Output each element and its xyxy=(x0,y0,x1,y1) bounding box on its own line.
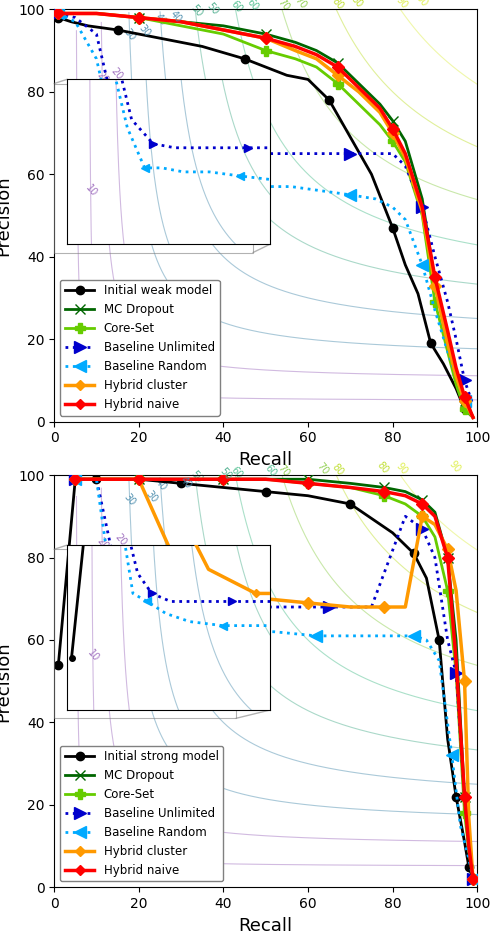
Legend: Initial strong model, MC Dropout, Core-Set, Baseline Unlimited, Baseline Random,: Initial strong model, MC Dropout, Core-S… xyxy=(60,745,223,882)
Text: 60: 60 xyxy=(229,465,245,481)
Text: 20: 20 xyxy=(94,70,110,86)
Text: 70: 70 xyxy=(275,463,291,479)
X-axis label: Recall: Recall xyxy=(239,451,293,469)
Text: 30: 30 xyxy=(122,26,138,42)
Y-axis label: Precision: Precision xyxy=(0,175,12,256)
Y-axis label: Precision: Precision xyxy=(0,641,12,722)
X-axis label: Recall: Recall xyxy=(239,916,293,934)
Text: 90: 90 xyxy=(394,460,409,476)
Text: 10: 10 xyxy=(70,656,85,672)
Bar xyxy=(54,83,253,252)
Text: 80: 80 xyxy=(330,0,345,12)
Text: 70: 70 xyxy=(275,0,291,13)
Text: 80: 80 xyxy=(330,462,345,477)
Text: 10: 10 xyxy=(70,190,85,205)
Text: 20: 20 xyxy=(94,536,110,552)
Text: 50: 50 xyxy=(188,469,204,485)
Text: 40: 40 xyxy=(154,11,169,27)
Text: 60: 60 xyxy=(229,0,245,15)
Text: 30: 30 xyxy=(122,492,138,508)
Bar xyxy=(54,549,236,718)
Text: 90: 90 xyxy=(394,0,409,11)
Text: 40: 40 xyxy=(154,477,169,493)
Legend: Initial weak model, MC Dropout, Core-Set, Baseline Unlimited, Baseline Random, H: Initial weak model, MC Dropout, Core-Set… xyxy=(60,280,219,416)
Text: 50: 50 xyxy=(188,3,204,19)
